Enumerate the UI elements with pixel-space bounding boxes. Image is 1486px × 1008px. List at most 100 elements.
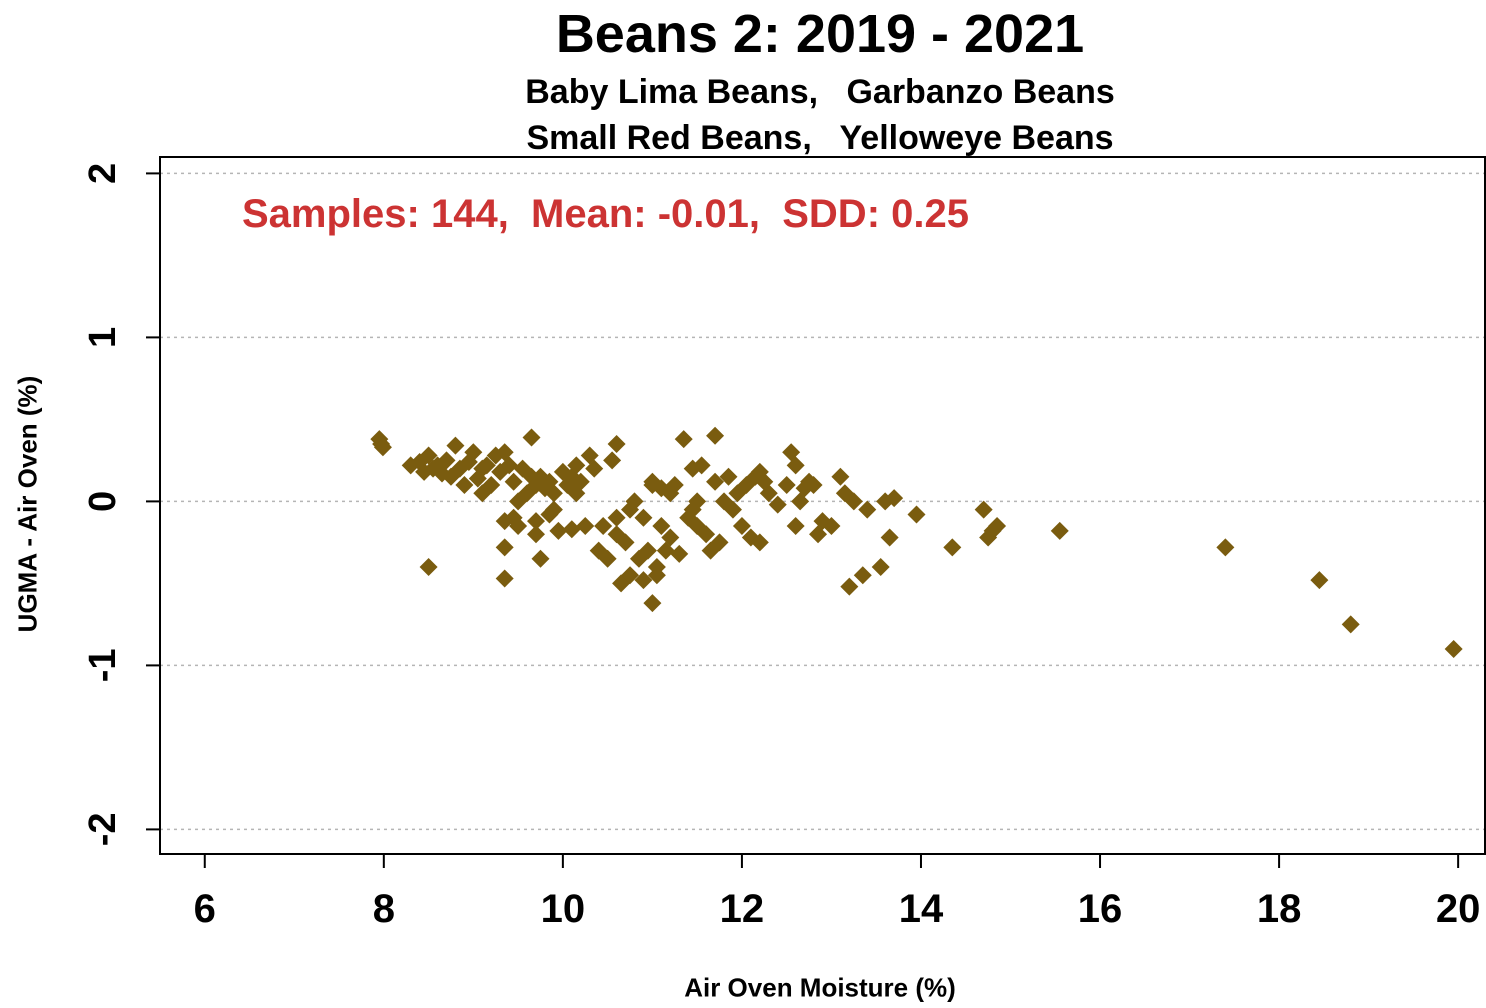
data-point bbox=[697, 525, 716, 544]
data-point bbox=[706, 472, 725, 491]
data-point bbox=[974, 500, 993, 519]
data-point bbox=[567, 456, 586, 475]
x-tick-label: 18 bbox=[1257, 887, 1302, 931]
data-point bbox=[1216, 538, 1235, 557]
plot-frame bbox=[159, 156, 1486, 855]
data-point bbox=[607, 508, 626, 527]
data-point bbox=[373, 438, 392, 457]
data-point bbox=[643, 594, 662, 613]
data-point bbox=[504, 472, 523, 491]
data-point bbox=[495, 569, 514, 588]
y-tick-label: 1 bbox=[82, 327, 124, 348]
summary-annotation: Samples: 144, Mean: -0.01, SDD: 0.25 bbox=[242, 192, 969, 236]
x-tick-label: 8 bbox=[373, 887, 395, 931]
data-point bbox=[844, 492, 863, 511]
x-tick-label: 14 bbox=[899, 887, 944, 931]
data-point bbox=[495, 512, 514, 531]
data-point bbox=[495, 538, 514, 557]
data-point bbox=[634, 508, 653, 527]
data-point bbox=[853, 566, 872, 585]
data-point bbox=[732, 517, 751, 535]
data-point bbox=[419, 558, 438, 576]
data-point bbox=[562, 520, 581, 539]
data-point bbox=[482, 476, 501, 494]
x-tick-label: 10 bbox=[541, 887, 586, 931]
data-point bbox=[943, 538, 962, 557]
data-point bbox=[527, 525, 546, 544]
data-point bbox=[598, 549, 617, 568]
data-points bbox=[370, 426, 1463, 658]
data-point bbox=[455, 476, 474, 494]
data-point bbox=[495, 443, 514, 462]
data-point bbox=[786, 456, 805, 475]
y-tick-label: -2 bbox=[82, 813, 124, 847]
x-tick-label: 16 bbox=[1078, 887, 1123, 931]
data-point bbox=[621, 500, 640, 519]
data-point bbox=[437, 451, 456, 470]
data-point bbox=[500, 456, 519, 475]
data-point bbox=[527, 512, 546, 531]
data-point bbox=[719, 467, 738, 486]
data-point bbox=[661, 528, 680, 547]
y-tick-label: 2 bbox=[82, 163, 124, 184]
x-tick-label: 12 bbox=[720, 887, 765, 931]
data-point bbox=[464, 443, 483, 462]
grid-lines bbox=[160, 172, 1485, 831]
data-point bbox=[621, 566, 640, 585]
data-point bbox=[607, 435, 626, 453]
data-point bbox=[549, 521, 568, 540]
data-point bbox=[576, 517, 595, 535]
data-point bbox=[1341, 615, 1360, 634]
data-point bbox=[638, 541, 657, 560]
data-point bbox=[706, 426, 725, 445]
chart-subtitle-line-2: Small Red Beans, Yelloweye Beans bbox=[526, 119, 1114, 157]
data-point bbox=[750, 533, 769, 552]
data-point bbox=[540, 505, 559, 524]
data-point bbox=[509, 517, 528, 535]
data-point bbox=[723, 500, 742, 519]
data-point bbox=[594, 517, 613, 535]
data-point bbox=[571, 472, 590, 491]
x-tick-label: 20 bbox=[1436, 887, 1481, 931]
data-point bbox=[647, 558, 666, 576]
data-point bbox=[603, 451, 622, 470]
data-point bbox=[477, 456, 496, 475]
data-point bbox=[1444, 640, 1463, 658]
data-point bbox=[544, 484, 563, 503]
data-point bbox=[831, 467, 850, 486]
data-point bbox=[692, 456, 711, 475]
data-point bbox=[804, 476, 823, 494]
y-tick-label: 0 bbox=[82, 491, 124, 512]
data-point bbox=[885, 489, 904, 508]
data-point bbox=[988, 517, 1007, 535]
y-tick-label: -1 bbox=[82, 649, 124, 683]
data-point bbox=[822, 517, 841, 535]
data-point bbox=[634, 571, 653, 590]
data-point bbox=[446, 436, 465, 455]
data-point bbox=[871, 558, 890, 576]
data-point bbox=[1050, 521, 1069, 540]
data-point bbox=[674, 430, 693, 449]
data-point bbox=[585, 459, 604, 478]
data-point bbox=[768, 495, 787, 514]
x-axis-label: Air Oven Moisture (%) bbox=[684, 972, 956, 1003]
data-point bbox=[880, 528, 899, 547]
data-point bbox=[616, 533, 635, 552]
data-point bbox=[858, 500, 877, 519]
data-point bbox=[522, 428, 541, 447]
chart-title: Beans 2: 2019 - 2021 bbox=[555, 4, 1085, 64]
data-point bbox=[907, 505, 926, 524]
data-point bbox=[670, 544, 689, 563]
data-point bbox=[840, 577, 859, 596]
data-point bbox=[710, 533, 729, 552]
data-point bbox=[777, 476, 796, 494]
data-point bbox=[688, 492, 707, 511]
data-point bbox=[652, 517, 671, 535]
chart-subtitle-line-1: Baby Lima Beans, Garbanzo Beans bbox=[525, 73, 1115, 111]
data-point bbox=[786, 517, 805, 535]
x-tick-label: 6 bbox=[194, 887, 216, 931]
data-point bbox=[1310, 571, 1329, 590]
data-point bbox=[531, 549, 550, 568]
